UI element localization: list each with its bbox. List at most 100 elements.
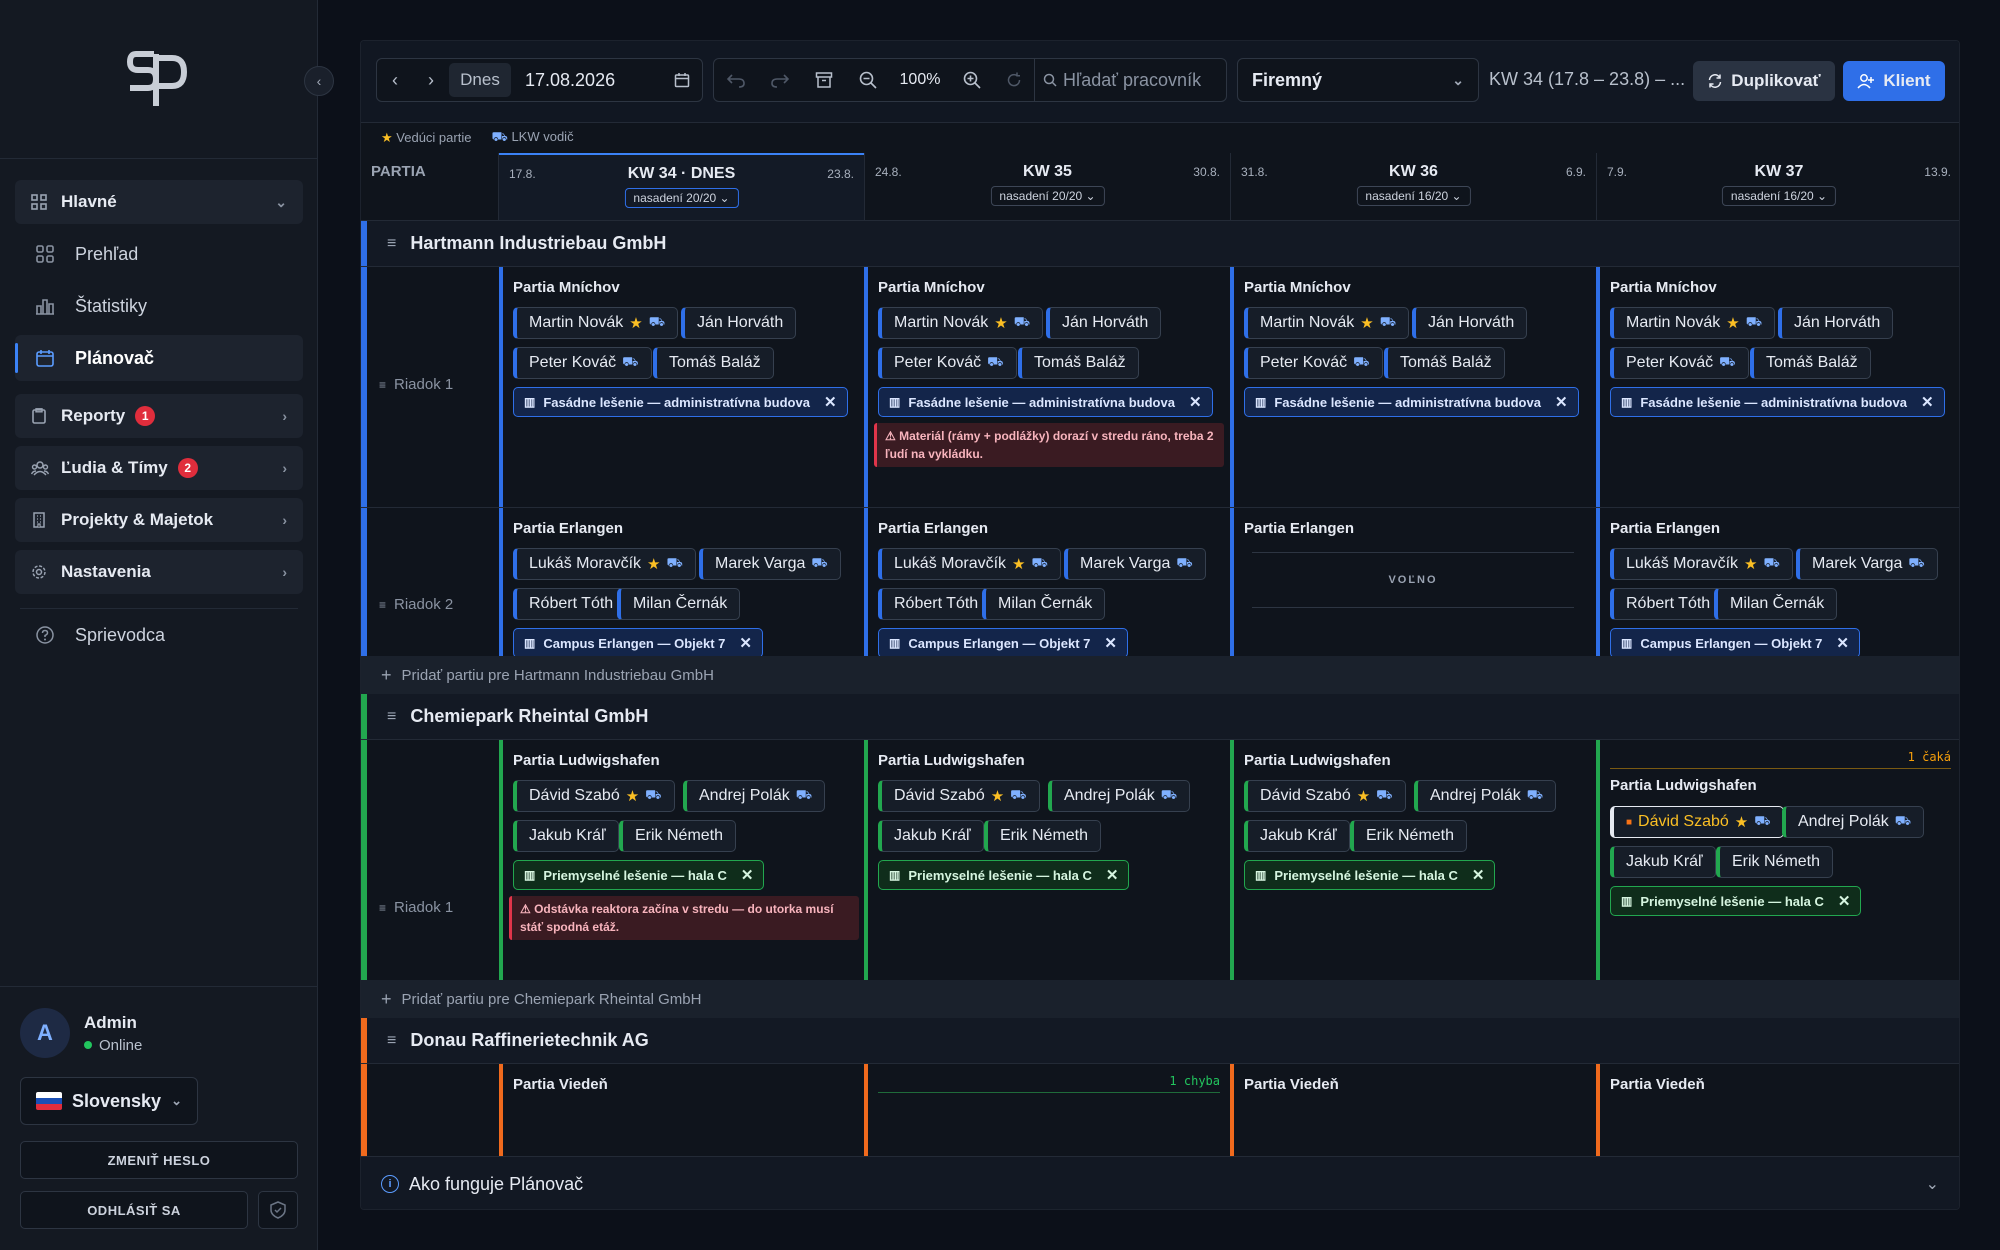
close-icon[interactable]: ✕: [1188, 394, 1202, 411]
close-icon[interactable]: ✕: [1837, 893, 1851, 910]
deployment-badge[interactable]: nasadení 16/20 ⌄: [1721, 186, 1837, 206]
team-cell[interactable]: Partia Viedeň: [1596, 1064, 1959, 1156]
search-box[interactable]: Hľadať pracovník: [1034, 59, 1226, 101]
team-cell[interactable]: Partia Erlangen VOĽNO: [1230, 508, 1596, 656]
calendar-icon[interactable]: [674, 72, 690, 88]
drag-handle-icon[interactable]: ≡: [379, 900, 387, 915]
team-cell[interactable]: 1 chyba: [864, 1064, 1230, 1156]
zoom-out-icon[interactable]: [846, 71, 890, 89]
worker-chip[interactable]: Andrej Polák ⛟: [1414, 780, 1557, 812]
worker-chip[interactable]: Marek Varga ⛟: [1796, 548, 1938, 580]
team-cell[interactable]: 1 čaká Partia Ludwigshafen ■ Dávid Szabó ★…: [1596, 740, 1959, 980]
worker-chip[interactable]: Jakub Kráľ: [1244, 820, 1350, 852]
worker-chip[interactable]: Erik Németh: [1350, 820, 1468, 852]
client-header[interactable]: ≡ Hartmann Industriebau GmbH: [361, 221, 1959, 267]
view-select[interactable]: Firemný ⌄: [1237, 58, 1479, 102]
worker-chip[interactable]: Marek Varga ⛟: [1064, 548, 1206, 580]
team-cell[interactable]: Partia Ludwigshafen Dávid Szabó ★ ⛟ Andrej…: [499, 740, 864, 980]
project-tag[interactable]: ▥ Fasádne lešenie — administratívna budov…: [1244, 387, 1579, 417]
nav-section-reports[interactable]: Reporty 1 ›: [15, 394, 303, 438]
worker-chip[interactable]: Tomáš Baláž: [653, 347, 774, 379]
sidebar-item-planner[interactable]: Plánovač: [15, 335, 303, 381]
worker-chip[interactable]: Ján Horváth: [681, 307, 797, 339]
close-icon[interactable]: ✕: [739, 635, 752, 652]
worker-chip[interactable]: Erik Németh: [1716, 846, 1834, 878]
worker-chip[interactable]: Lukáš Moravčík ★ ⛟: [878, 548, 1061, 580]
team-cell[interactable]: Partia Erlangen Lukáš Moravčík ★ ⛟ Marek V…: [1596, 508, 1959, 658]
worker-chip[interactable]: Lukáš Moravčík ★ ⛟: [1610, 548, 1793, 580]
team-cell[interactable]: Partia Ludwigshafen Dávid Szabó ★ ⛟ Andrej…: [864, 740, 1230, 980]
worker-chip[interactable]: Lukáš Moravčík ★ ⛟: [513, 548, 696, 580]
project-tag[interactable]: ▥ Priemyselné lešenie — hala C ✕: [513, 860, 765, 890]
worker-chip[interactable]: Ján Horváth: [1412, 307, 1528, 339]
worker-chip[interactable]: Róbert Tóth: [513, 588, 627, 620]
date-input[interactable]: 17.08.2026: [525, 69, 616, 90]
worker-chip[interactable]: Dávid Szabó ★ ⛟: [1244, 780, 1406, 812]
team-cell[interactable]: Partia Mníchov Martin Novák ★ ⛟ Ján Horvát…: [864, 267, 1230, 507]
project-tag[interactable]: ▥ Fasádne lešenie — administratívna budov…: [513, 387, 848, 417]
worker-chip[interactable]: Andrej Polák ⛟: [683, 780, 826, 812]
worker-chip[interactable]: Martin Novák ★ ⛟: [1610, 307, 1776, 339]
worker-chip[interactable]: Milan Černák: [982, 588, 1106, 620]
worker-chip[interactable]: Peter Kováč ⛟: [1610, 347, 1749, 379]
help-accordion[interactable]: i Ako funguje Plánovač ⌄: [361, 1156, 1959, 1209]
team-cell[interactable]: Partia Viedeň: [499, 1064, 864, 1156]
close-icon[interactable]: ✕: [1471, 867, 1485, 884]
worker-chip[interactable]: Martin Novák ★ ⛟: [513, 307, 679, 339]
worker-chip[interactable]: Peter Kováč ⛟: [513, 347, 652, 379]
worker-chip[interactable]: Tomáš Baláž: [1384, 347, 1505, 379]
nav-section-people[interactable]: Ľudia & Tímy 2 ›: [15, 446, 303, 490]
drag-handle-icon[interactable]: ≡: [387, 234, 397, 252]
collapse-sidebar-button[interactable]: ‹: [304, 66, 334, 96]
redo-icon[interactable]: [758, 72, 802, 88]
project-tag[interactable]: ▥ Fasádne lešenie — administratívna budov…: [878, 387, 1213, 417]
team-cell[interactable]: Partia Erlangen Lukáš Moravčík ★ ⛟ Marek V…: [864, 508, 1230, 658]
deployment-badge[interactable]: nasadení 20/20 ⌄: [990, 186, 1105, 206]
project-tag[interactable]: ▥ Campus Erlangen — Objekt 7 ✕: [878, 628, 1128, 658]
client-header[interactable]: ≡ Donau Raffinerietechnik AG: [361, 1018, 1959, 1064]
worker-chip[interactable]: Róbert Tóth: [878, 588, 992, 620]
sidebar-item-stats[interactable]: Štatistiky: [15, 283, 303, 329]
change-password-button[interactable]: ZMENIŤ HESLO: [20, 1141, 298, 1179]
project-tag[interactable]: ▥ Priemyselné lešenie — hala C ✕: [1610, 886, 1862, 916]
sidebar-item-overview[interactable]: Prehľad: [15, 231, 303, 277]
shield-icon[interactable]: [258, 1191, 298, 1229]
undo-icon[interactable]: [714, 72, 758, 88]
worker-chip[interactable]: Milan Černák: [1714, 588, 1838, 620]
worker-chip[interactable]: Ján Horváth: [1046, 307, 1162, 339]
nav-section-projects[interactable]: Projekty & Majetok ›: [15, 498, 303, 542]
close-icon[interactable]: ✕: [1836, 635, 1849, 652]
archive-icon[interactable]: [802, 71, 846, 89]
drag-handle-icon[interactable]: ≡: [387, 707, 397, 725]
team-cell[interactable]: Partia Mníchov Martin Novák ★ ⛟ Ján Horvát…: [1230, 267, 1596, 507]
add-team-row[interactable]: + Pridať partiu pre Hartmann Industriebau…: [361, 656, 1959, 694]
deployment-badge[interactable]: nasadení 20/20 ⌄: [624, 188, 739, 208]
drag-handle-icon[interactable]: ≡: [379, 597, 387, 612]
nav-section-main[interactable]: Hlavné ⌄: [15, 180, 303, 224]
close-icon[interactable]: ✕: [1104, 635, 1117, 652]
close-icon[interactable]: ✕: [740, 867, 754, 884]
worker-chip[interactable]: Marek Varga ⛟: [699, 548, 841, 580]
project-tag[interactable]: ▥ Priemyselné lešenie — hala C ✕: [878, 860, 1130, 890]
worker-chip[interactable]: Erik Németh: [619, 820, 737, 852]
prev-week-button[interactable]: ‹: [377, 70, 413, 91]
worker-chip[interactable]: Dávid Szabó ★ ⛟: [878, 780, 1040, 812]
duplicate-button[interactable]: Duplikovať: [1693, 61, 1835, 101]
next-week-button[interactable]: ›: [413, 70, 449, 91]
worker-chip-pending[interactable]: ■ Dávid Szabó ★ ⛟: [1610, 806, 1784, 838]
nav-section-settings[interactable]: Nastavenia ›: [15, 550, 303, 594]
worker-chip[interactable]: Martin Novák ★ ⛟: [878, 307, 1044, 339]
worker-chip[interactable]: Peter Kováč ⛟: [1244, 347, 1383, 379]
free-slot[interactable]: VOĽNO: [1252, 552, 1574, 608]
worker-chip[interactable]: Peter Kováč ⛟: [878, 347, 1017, 379]
project-tag[interactable]: ▥ Campus Erlangen — Objekt 7 ✕: [513, 628, 763, 658]
worker-chip[interactable]: Tomáš Baláž: [1750, 347, 1871, 379]
deployment-badge[interactable]: nasadení 16/20 ⌄: [1356, 186, 1471, 206]
search-input[interactable]: Hľadať pracovník: [1063, 69, 1202, 90]
worker-chip[interactable]: Erik Németh: [984, 820, 1102, 852]
worker-chip[interactable]: Andrej Polák ⛟: [1048, 780, 1191, 812]
worker-chip[interactable]: Jakub Kráľ: [878, 820, 984, 852]
worker-chip[interactable]: Jakub Kráľ: [513, 820, 619, 852]
add-client-button[interactable]: Klient: [1843, 61, 1945, 101]
reset-icon[interactable]: [994, 72, 1034, 88]
